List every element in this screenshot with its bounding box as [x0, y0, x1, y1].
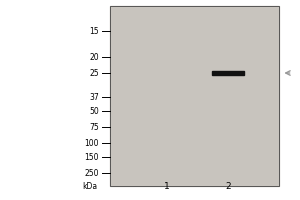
Bar: [212, 71, 244, 75]
Text: 50: 50: [89, 106, 99, 116]
Text: 100: 100: [85, 138, 99, 148]
Text: 37: 37: [89, 92, 99, 102]
Bar: [110, 6, 279, 186]
Text: 250: 250: [85, 168, 99, 178]
Text: 1: 1: [164, 182, 169, 191]
Text: 20: 20: [89, 52, 99, 62]
Text: kDa: kDa: [82, 182, 98, 191]
Text: 150: 150: [85, 152, 99, 162]
Text: 25: 25: [89, 68, 99, 77]
Text: 2: 2: [225, 182, 231, 191]
Text: 75: 75: [89, 122, 99, 132]
Bar: [110, 6, 279, 186]
Text: 15: 15: [89, 26, 99, 36]
